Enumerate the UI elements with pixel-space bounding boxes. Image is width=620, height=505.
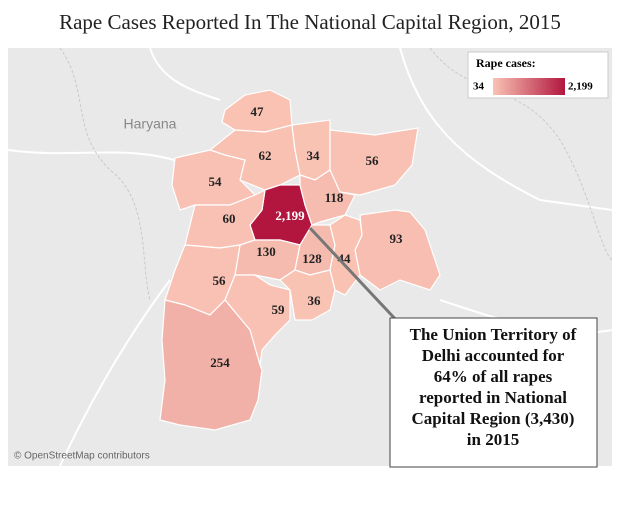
- attribution: © OpenStreetMap contributors: [14, 451, 150, 462]
- annotation: The Union Territory of Delhi accounted fo…: [410, 325, 577, 449]
- legend-ramp: [493, 78, 565, 95]
- borders: [59, 47, 613, 301]
- legend-max: 2,199: [568, 81, 593, 93]
- region: [279, 269, 336, 321]
- annotation-box: [389, 317, 598, 468]
- region-label: 34: [307, 148, 321, 163]
- annotation-line: 64% of all rapes: [434, 367, 553, 386]
- annotation-line: reported in National: [419, 388, 567, 407]
- region-label: 93: [390, 231, 404, 246]
- region-label: 36: [308, 293, 322, 308]
- region-label: 130: [256, 244, 276, 259]
- annotation-line: in 2015: [467, 430, 519, 449]
- region-label: 60: [223, 211, 236, 226]
- basemap-label: Haryana: [124, 116, 177, 132]
- legend-title: Rape cases:: [476, 56, 536, 70]
- region-label: 56: [213, 273, 227, 288]
- legend-min: 34: [473, 81, 485, 93]
- region-label: 59: [272, 302, 286, 317]
- annotation-line: Capital Region (3,430): [412, 409, 575, 428]
- leader-line: [308, 226, 400, 324]
- region-label: 254: [210, 355, 230, 370]
- region-label: 47: [251, 104, 265, 119]
- region: [159, 299, 263, 431]
- region: [184, 188, 266, 249]
- region-label: 118: [325, 190, 344, 205]
- region-label: 62: [259, 148, 272, 163]
- region-label: 2,199: [275, 208, 305, 223]
- title: Rape Cases Reported In The National Capi…: [59, 10, 561, 34]
- region-label: 54: [209, 174, 223, 189]
- annotation-line: Delhi accounted for: [422, 346, 565, 365]
- region-label: 56: [366, 153, 380, 168]
- region: [329, 127, 419, 196]
- region-label: 128: [302, 251, 322, 266]
- annotation-line: The Union Territory of: [410, 325, 577, 344]
